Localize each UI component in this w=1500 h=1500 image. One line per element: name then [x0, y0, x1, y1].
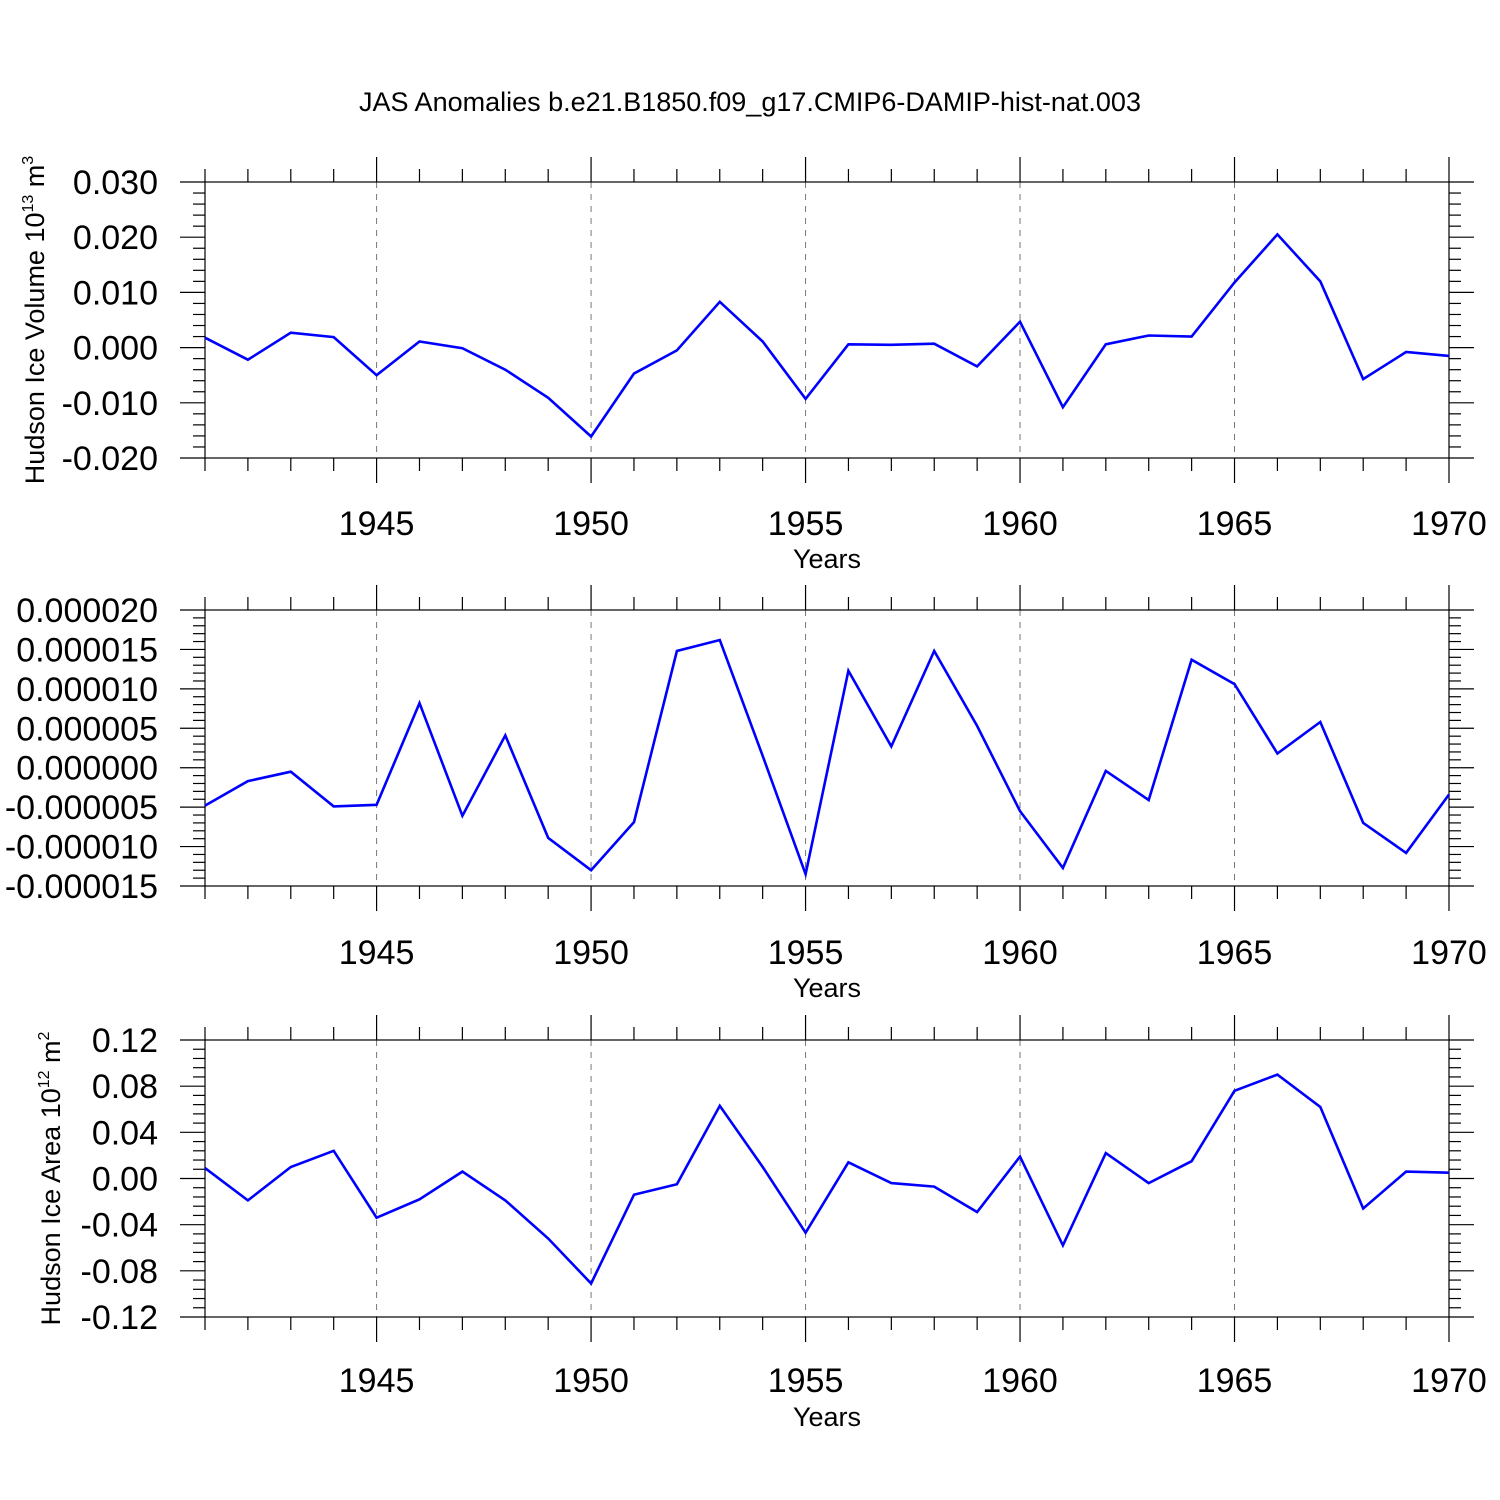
x-tick-label-1945: 1945: [339, 934, 415, 972]
y-axis-label-unit-exponent: 2: [36, 1031, 53, 1040]
y-tick-label: 0.12: [92, 1022, 158, 1060]
x-tick-label-1970: 1970: [1411, 1362, 1487, 1400]
y-axis-label: Hudson Ice Volume 1013 m3: [20, 156, 50, 484]
y-tick-label: -0.000015: [5, 868, 158, 906]
y-axis-label-exponent: 13: [20, 195, 37, 213]
y-tick-label: 0.000015: [16, 631, 158, 669]
x-tick-label-1955: 1955: [768, 934, 844, 972]
x-axis-label: Years: [793, 973, 861, 1003]
y-tick-label: 0.000: [73, 330, 158, 368]
y-tick-label: -0.08: [81, 1253, 159, 1291]
chart-panel-2: 0.0000200.0000150.0000100.0000050.000000…: [5, 585, 1487, 1003]
y-tick-label: 0.08: [92, 1068, 158, 1106]
y-tick-label: 0.000000: [16, 750, 158, 788]
x-tick-label-1960: 1960: [982, 1362, 1058, 1400]
y-tick-label: -0.010: [62, 385, 158, 423]
plot-frame: [204, 609, 1450, 887]
chart-panel-3: 0.12 0.08 0.04 0.00 -0.04 -0.08 -0.12 1945 1950 1…: [36, 1015, 1487, 1432]
y-tick-label: 0.00: [92, 1161, 158, 1199]
x-tick-label-1950: 1950: [553, 505, 629, 543]
y-tick-label: 0.000010: [16, 671, 158, 709]
x-tick-label-1970: 1970: [1411, 934, 1487, 972]
x-tick-label-1945: 1945: [339, 505, 415, 543]
y-tick-label: -0.000005: [5, 789, 158, 827]
y-axis-label-unit: m: [20, 165, 50, 195]
x-tick-label-1960: 1960: [982, 505, 1058, 543]
y-axis-label-text: Hudson Ice Area 10: [36, 1088, 66, 1325]
y-tick-label: 0.000005: [16, 710, 158, 748]
y-axis-label-exponent: 12: [36, 1070, 53, 1088]
chart-panel-1: 0.030 0.020 0.010 0.000 -0.010 -0.020 1945 1950…: [20, 156, 1487, 574]
y-tick-label: 0.020: [73, 219, 158, 257]
y-tick-label: -0.000010: [5, 829, 158, 867]
x-axis-label: Years: [793, 544, 861, 574]
y-tick-label: 0.010: [73, 274, 158, 312]
series-line-1: [204, 1073, 1450, 1286]
x-tick-label-1955: 1955: [768, 505, 844, 543]
x-tick-label-1965: 1965: [1197, 934, 1273, 972]
series-line-1: [204, 638, 1451, 879]
x-tick-label-1950: 1950: [553, 934, 629, 972]
y-axis-label-unit-exponent: 3: [20, 156, 37, 165]
y-tick-label: 0.030: [73, 164, 158, 202]
y-tick-label: 0.000020: [16, 592, 158, 630]
y-tick-label: 0.04: [92, 1114, 158, 1152]
y-axis-label-text: Hudson Ice Volume 10: [20, 213, 50, 485]
chart-title: JAS Anomalies b.e21.B1850.f09_g17.CMIP6-…: [359, 87, 1141, 117]
x-tick-label-1950: 1950: [553, 1362, 629, 1400]
x-tick-label-1965: 1965: [1197, 1362, 1273, 1400]
x-tick-label-1970: 1970: [1411, 505, 1487, 543]
y-tick-label: -0.04: [81, 1207, 159, 1245]
plot-frame: [204, 181, 1450, 459]
x-tick-label-1960: 1960: [982, 934, 1058, 972]
x-tick-label-1965: 1965: [1197, 505, 1273, 543]
y-tick-label: -0.12: [81, 1299, 159, 1337]
y-tick-label: -0.020: [62, 440, 158, 478]
x-axis-label: Years: [793, 1402, 861, 1432]
x-tick-label-1945: 1945: [339, 1362, 415, 1400]
y-axis-label-unit: m: [36, 1040, 66, 1070]
y-axis-label: Hudson Ice Area 1012 m2: [36, 1031, 66, 1325]
x-tick-label-1955: 1955: [768, 1362, 844, 1400]
series-line-1: [204, 232, 1450, 439]
